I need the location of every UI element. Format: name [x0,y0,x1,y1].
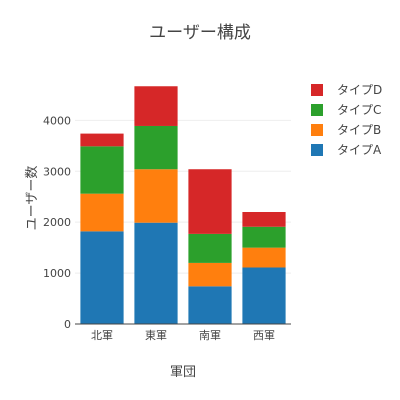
y-axis-title: ユーザー数 [25,166,40,231]
legend-swatch-1 [311,124,323,136]
bars [80,86,286,324]
bar-2-series-1 [188,262,232,287]
y-tick-label-0: 0 [64,318,71,331]
bar-1-series-3 [134,86,178,126]
y-tick-label-4: 4000 [43,114,71,127]
chart-title: ユーザー構成 [149,23,251,43]
x-tick-label-2: 南軍 [199,329,221,342]
legend-swatch-3 [311,84,323,96]
y-tick-label-3: 3000 [43,165,71,178]
x-tick-label-3: 西軍 [253,329,275,342]
bar-0-series-2 [80,146,124,194]
bar-0-series-0 [80,231,124,324]
bar-0-series-3 [80,133,124,147]
x-tick-label-0: 北軍 [91,329,113,342]
legend-label-2: タイプC [337,103,381,117]
bar-3-series-1 [242,247,286,268]
bar-3-series-2 [242,226,286,248]
legend: タイプD タイプC タイプB タイプA [311,83,382,157]
bar-2-series-0 [188,286,232,324]
bar-2-series-3 [188,169,232,234]
bar-1-series-2 [134,125,178,170]
x-axis-title: 軍団 [170,365,196,380]
x-axis-ticks: 北軍 東軍 南軍 西軍 [91,329,275,342]
y-axis-ticks: 0 1000 2000 3000 4000 [43,114,71,331]
bar-2-series-2 [188,233,232,263]
y-tick-label-2: 2000 [43,216,71,229]
legend-label-1: タイプB [337,123,381,137]
bar-3-series-3 [242,212,286,227]
legend-label-3: タイプD [337,83,382,97]
legend-swatch-2 [311,104,323,116]
y-tick-label-1: 1000 [43,267,71,280]
bar-3-series-0 [242,267,286,324]
bar-1-series-0 [134,222,178,324]
legend-label-0: タイプA [337,143,382,157]
legend-swatch-0 [311,144,323,156]
bar-0-series-1 [80,193,124,232]
x-tick-label-1: 東軍 [145,329,167,342]
bar-1-series-1 [134,169,178,223]
